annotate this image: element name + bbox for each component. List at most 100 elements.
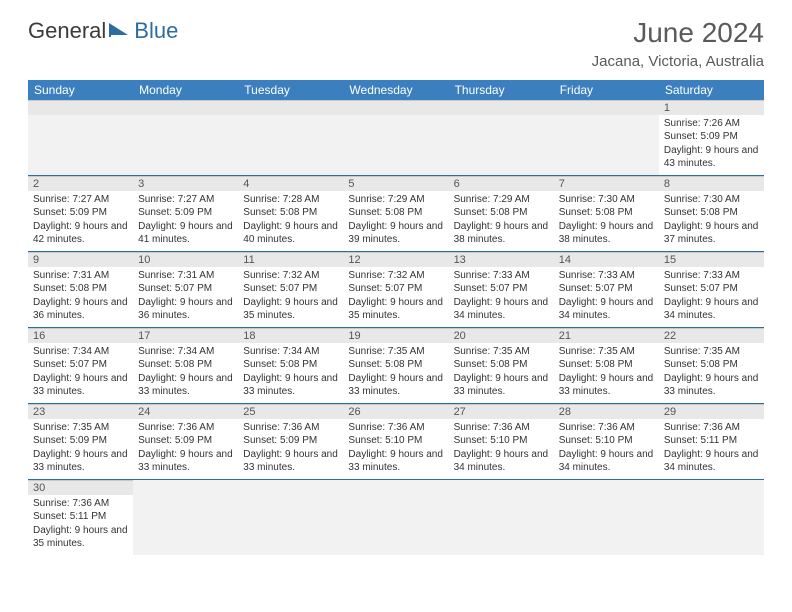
day-details: Sunrise: 7:30 AMSunset: 5:08 PMDaylight:… bbox=[554, 191, 659, 251]
sunrise-line: Sunrise: 7:33 AM bbox=[454, 269, 549, 283]
daylight-line: Daylight: 9 hours and 33 minutes. bbox=[454, 372, 549, 399]
calendar-cell: 14Sunrise: 7:33 AMSunset: 5:07 PMDayligh… bbox=[554, 251, 659, 327]
day-details: Sunrise: 7:35 AMSunset: 5:08 PMDaylight:… bbox=[449, 343, 554, 403]
sunset-line: Sunset: 5:08 PM bbox=[243, 206, 338, 220]
calendar-row: 30Sunrise: 7:36 AMSunset: 5:11 PMDayligh… bbox=[28, 479, 764, 555]
day-number: 3 bbox=[133, 176, 238, 191]
sunrise-line: Sunrise: 7:34 AM bbox=[138, 345, 233, 359]
calendar-cell: 12Sunrise: 7:32 AMSunset: 5:07 PMDayligh… bbox=[343, 251, 448, 327]
calendar-cell: 30Sunrise: 7:36 AMSunset: 5:11 PMDayligh… bbox=[28, 479, 133, 555]
calendar-row: 16Sunrise: 7:34 AMSunset: 5:07 PMDayligh… bbox=[28, 327, 764, 403]
sunset-line: Sunset: 5:10 PM bbox=[348, 434, 443, 448]
sunset-line: Sunset: 5:08 PM bbox=[454, 206, 549, 220]
empty-day-head bbox=[133, 100, 238, 115]
day-number: 10 bbox=[133, 252, 238, 267]
sunrise-line: Sunrise: 7:36 AM bbox=[138, 421, 233, 435]
calendar-cell: 23Sunrise: 7:35 AMSunset: 5:09 PMDayligh… bbox=[28, 403, 133, 479]
sunrise-line: Sunrise: 7:36 AM bbox=[454, 421, 549, 435]
weekday-header: Sunday bbox=[28, 80, 133, 100]
sunrise-line: Sunrise: 7:26 AM bbox=[664, 117, 759, 131]
empty-day-head bbox=[28, 100, 133, 115]
sunrise-line: Sunrise: 7:35 AM bbox=[664, 345, 759, 359]
sunset-line: Sunset: 5:08 PM bbox=[348, 206, 443, 220]
day-details: Sunrise: 7:36 AMSunset: 5:11 PMDaylight:… bbox=[28, 495, 133, 555]
daylight-line: Daylight: 9 hours and 39 minutes. bbox=[348, 220, 443, 247]
day-number: 7 bbox=[554, 176, 659, 191]
day-details: Sunrise: 7:27 AMSunset: 5:09 PMDaylight:… bbox=[28, 191, 133, 251]
daylight-line: Daylight: 9 hours and 35 minutes. bbox=[33, 524, 128, 551]
sunset-line: Sunset: 5:08 PM bbox=[243, 358, 338, 372]
day-number: 27 bbox=[449, 404, 554, 419]
day-number: 11 bbox=[238, 252, 343, 267]
empty-day-head bbox=[554, 100, 659, 115]
calendar-cell bbox=[28, 100, 133, 176]
sunset-line: Sunset: 5:11 PM bbox=[664, 434, 759, 448]
sunset-line: Sunset: 5:08 PM bbox=[348, 358, 443, 372]
calendar-cell: 17Sunrise: 7:34 AMSunset: 5:08 PMDayligh… bbox=[133, 327, 238, 403]
calendar-cell bbox=[238, 479, 343, 555]
day-details: Sunrise: 7:29 AMSunset: 5:08 PMDaylight:… bbox=[343, 191, 448, 251]
day-details: Sunrise: 7:35 AMSunset: 5:08 PMDaylight:… bbox=[659, 343, 764, 403]
sunrise-line: Sunrise: 7:31 AM bbox=[138, 269, 233, 283]
day-details: Sunrise: 7:33 AMSunset: 5:07 PMDaylight:… bbox=[554, 267, 659, 327]
sunrise-line: Sunrise: 7:29 AM bbox=[348, 193, 443, 207]
logo-text-blue: Blue bbox=[134, 18, 178, 44]
daylight-line: Daylight: 9 hours and 33 minutes. bbox=[138, 372, 233, 399]
sunset-line: Sunset: 5:09 PM bbox=[138, 434, 233, 448]
calendar-cell bbox=[554, 100, 659, 176]
sunset-line: Sunset: 5:08 PM bbox=[33, 282, 128, 296]
day-details: Sunrise: 7:34 AMSunset: 5:08 PMDaylight:… bbox=[133, 343, 238, 403]
sunset-line: Sunset: 5:07 PM bbox=[138, 282, 233, 296]
calendar-cell: 10Sunrise: 7:31 AMSunset: 5:07 PMDayligh… bbox=[133, 251, 238, 327]
weekday-header: Thursday bbox=[449, 80, 554, 100]
calendar-row: 1Sunrise: 7:26 AMSunset: 5:09 PMDaylight… bbox=[28, 100, 764, 176]
title-block: June 2024 Jacana, Victoria, Australia bbox=[592, 18, 764, 70]
sunset-line: Sunset: 5:11 PM bbox=[33, 510, 128, 524]
calendar-cell bbox=[449, 100, 554, 176]
sunset-line: Sunset: 5:09 PM bbox=[243, 434, 338, 448]
sunset-line: Sunset: 5:08 PM bbox=[664, 206, 759, 220]
sunrise-line: Sunrise: 7:34 AM bbox=[243, 345, 338, 359]
day-details: Sunrise: 7:36 AMSunset: 5:10 PMDaylight:… bbox=[554, 419, 659, 479]
day-number: 16 bbox=[28, 328, 133, 343]
day-number: 6 bbox=[449, 176, 554, 191]
calendar-cell: 8Sunrise: 7:30 AMSunset: 5:08 PMDaylight… bbox=[659, 175, 764, 251]
empty-day-head bbox=[343, 100, 448, 115]
day-number: 26 bbox=[343, 404, 448, 419]
sunrise-line: Sunrise: 7:35 AM bbox=[33, 421, 128, 435]
day-details: Sunrise: 7:32 AMSunset: 5:07 PMDaylight:… bbox=[343, 267, 448, 327]
day-details: Sunrise: 7:35 AMSunset: 5:08 PMDaylight:… bbox=[554, 343, 659, 403]
calendar-cell bbox=[133, 479, 238, 555]
calendar-cell: 24Sunrise: 7:36 AMSunset: 5:09 PMDayligh… bbox=[133, 403, 238, 479]
sunrise-line: Sunrise: 7:36 AM bbox=[559, 421, 654, 435]
sunset-line: Sunset: 5:09 PM bbox=[33, 206, 128, 220]
calendar-cell: 25Sunrise: 7:36 AMSunset: 5:09 PMDayligh… bbox=[238, 403, 343, 479]
day-details: Sunrise: 7:33 AMSunset: 5:07 PMDaylight:… bbox=[449, 267, 554, 327]
calendar-cell bbox=[659, 479, 764, 555]
daylight-line: Daylight: 9 hours and 38 minutes. bbox=[454, 220, 549, 247]
day-details: Sunrise: 7:29 AMSunset: 5:08 PMDaylight:… bbox=[449, 191, 554, 251]
calendar-cell bbox=[238, 100, 343, 176]
day-number: 30 bbox=[28, 480, 133, 495]
calendar-table: Sunday Monday Tuesday Wednesday Thursday… bbox=[28, 80, 764, 555]
day-number: 2 bbox=[28, 176, 133, 191]
daylight-line: Daylight: 9 hours and 34 minutes. bbox=[559, 296, 654, 323]
day-details: Sunrise: 7:36 AMSunset: 5:11 PMDaylight:… bbox=[659, 419, 764, 479]
calendar-cell: 6Sunrise: 7:29 AMSunset: 5:08 PMDaylight… bbox=[449, 175, 554, 251]
day-number: 24 bbox=[133, 404, 238, 419]
calendar-cell: 26Sunrise: 7:36 AMSunset: 5:10 PMDayligh… bbox=[343, 403, 448, 479]
calendar-cell: 29Sunrise: 7:36 AMSunset: 5:11 PMDayligh… bbox=[659, 403, 764, 479]
day-details: Sunrise: 7:26 AMSunset: 5:09 PMDaylight:… bbox=[659, 115, 764, 175]
calendar-cell: 28Sunrise: 7:36 AMSunset: 5:10 PMDayligh… bbox=[554, 403, 659, 479]
sunset-line: Sunset: 5:07 PM bbox=[559, 282, 654, 296]
calendar-cell: 16Sunrise: 7:34 AMSunset: 5:07 PMDayligh… bbox=[28, 327, 133, 403]
weekday-header: Saturday bbox=[659, 80, 764, 100]
daylight-line: Daylight: 9 hours and 38 minutes. bbox=[559, 220, 654, 247]
day-number: 8 bbox=[659, 176, 764, 191]
calendar-cell: 7Sunrise: 7:30 AMSunset: 5:08 PMDaylight… bbox=[554, 175, 659, 251]
sunrise-line: Sunrise: 7:28 AM bbox=[243, 193, 338, 207]
sunset-line: Sunset: 5:10 PM bbox=[559, 434, 654, 448]
calendar-cell: 21Sunrise: 7:35 AMSunset: 5:08 PMDayligh… bbox=[554, 327, 659, 403]
daylight-line: Daylight: 9 hours and 33 minutes. bbox=[243, 372, 338, 399]
sunrise-line: Sunrise: 7:36 AM bbox=[348, 421, 443, 435]
